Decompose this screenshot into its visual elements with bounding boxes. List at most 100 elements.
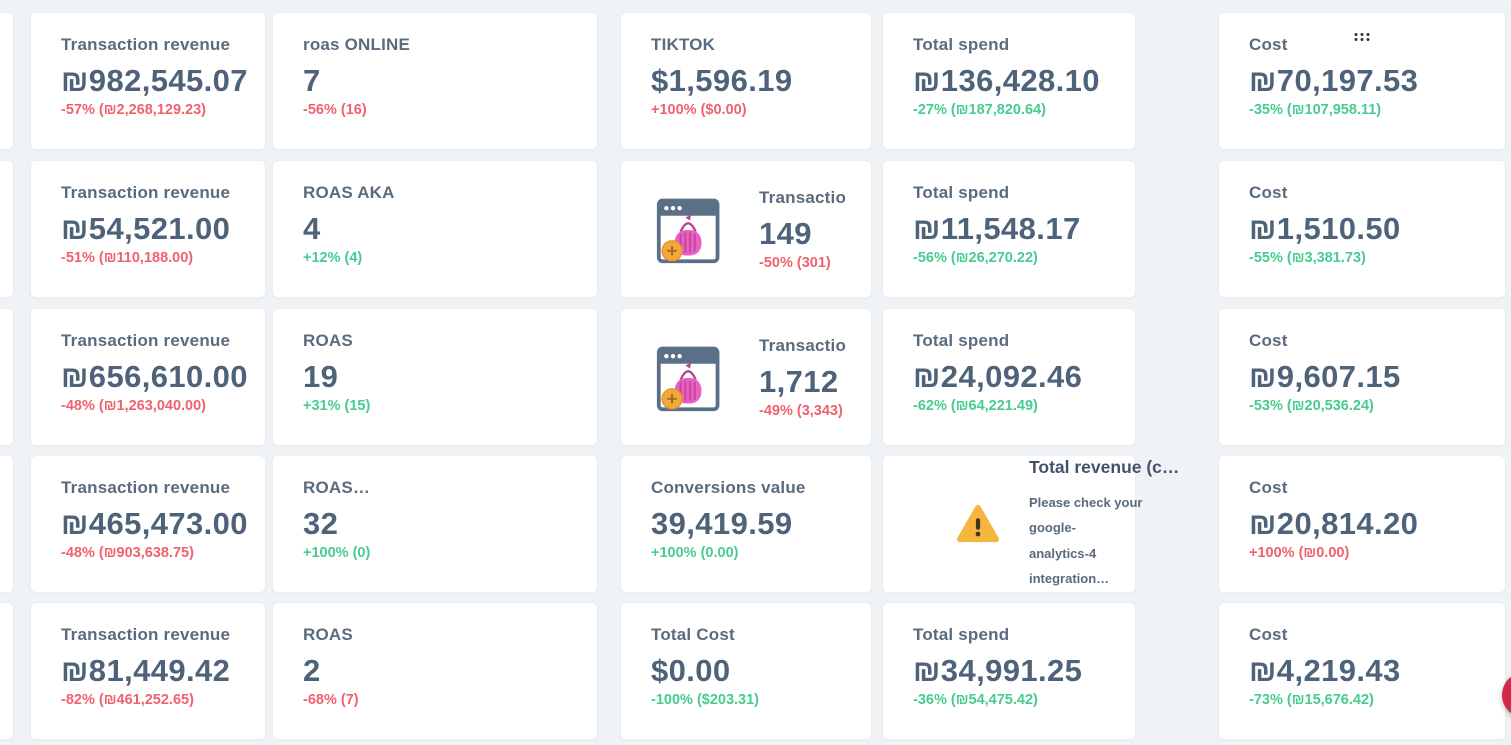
metric-card[interactable]: Transaction revenue ₪656,610.00 -48% (₪1… (30, 308, 266, 446)
card-change: -56% (₪26,270.22) (913, 250, 1038, 266)
metric-card[interactable]: Cost ₪20,814.20 +100% (₪0.00) (1218, 455, 1506, 593)
metric-card[interactable]: Cost ₪70,197.53 -35% (₪107,958.11) (1218, 12, 1506, 150)
metric-card[interactable]: Transaction revenue ₪465,473.00 -48% (₪9… (30, 455, 266, 593)
partial-card[interactable] (0, 12, 14, 150)
card-title: ROAS (303, 331, 353, 350)
card-value: ₪656,610.00 (61, 359, 248, 394)
warning-card[interactable]: Total revenue (c… Please check your goog… (882, 455, 1179, 593)
card-value: 4 (303, 211, 321, 246)
metric-card[interactable]: Cost ₪1,510.50 -55% (₪3,381.73) (1218, 160, 1506, 298)
metric-card[interactable]: Transaction revenue ₪54,521.00 -51% (₪11… (30, 160, 266, 298)
card-value: 19 (303, 359, 339, 394)
card-change: -50% (301) (759, 254, 831, 271)
card-change: -27% (₪187,820.64) (913, 102, 1046, 118)
cart-browser-icon (655, 340, 727, 414)
card-change: +100% (₪0.00) (1249, 545, 1350, 561)
card-change: -36% (₪54,475.42) (913, 692, 1038, 708)
card-change: -82% (₪461,252.65) (61, 692, 194, 708)
card-title: Transaction revenue (61, 625, 231, 644)
card-change: -62% (₪64,221.49) (913, 398, 1038, 414)
partial-card[interactable] (0, 602, 14, 740)
card-title: Total spend (913, 331, 1010, 350)
warning-triangle-icon (955, 503, 1001, 545)
card-value: ₪54,521.00 (61, 211, 231, 246)
metric-card[interactable]: Transactio… 149 -50% (301) (620, 160, 872, 298)
partial-card[interactable] (0, 308, 14, 446)
card-value: ₪9,607.15 (1249, 359, 1401, 394)
card-value: ₪70,197.53 (1249, 63, 1419, 98)
cart-browser-icon (655, 192, 727, 266)
card-title: Total spend (913, 35, 1010, 54)
card-title: Total spend (913, 625, 1010, 644)
card-title: Cost (1249, 478, 1288, 497)
metric-card[interactable]: Cost ₪4,219.43 -73% (₪15,676.42) (1218, 602, 1506, 740)
metric-card[interactable]: ROAS 19 +31% (15) (272, 308, 598, 446)
card-value: ₪136,428.10 (913, 63, 1100, 98)
card-value: ₪34,991.25 (913, 653, 1083, 688)
card-title: Transaction revenue (61, 478, 231, 497)
card-change: +31% (15) (303, 398, 371, 414)
card-title: Cost (1249, 183, 1288, 202)
card-title: TIKTOK (651, 35, 716, 54)
card-change: -48% (₪903,638.75) (61, 545, 194, 561)
card-value: ₪24,092.46 (913, 359, 1083, 394)
card-title: Total Cost (651, 625, 735, 644)
card-title: Transactio… (759, 187, 847, 207)
metric-card[interactable]: ROAS… 32 +100% (0) (272, 455, 598, 593)
card-change: -57% (₪2,268,129.23) (61, 102, 207, 118)
card-value: ₪20,814.20 (1249, 506, 1419, 541)
card-value: 149 (759, 215, 812, 251)
metric-card[interactable]: Transaction revenue ₪81,449.42 -82% (₪46… (30, 602, 266, 740)
metric-card[interactable]: Conversions value 39,419.59 +100% (0.00) (620, 455, 872, 593)
partial-card[interactable] (0, 455, 14, 593)
card-change: -56% (16) (303, 102, 367, 118)
card-value: ₪81,449.42 (61, 653, 231, 688)
metric-card[interactable]: TIKTOK $1,596.19 +100% ($0.00) (620, 12, 872, 150)
card-change: -55% (₪3,381.73) (1249, 250, 1366, 266)
card-change: -48% (₪1,263,040.00) (61, 398, 207, 414)
metric-card[interactable]: Cost ₪9,607.15 -53% (₪20,536.24) (1218, 308, 1506, 446)
warning-message-line2: analytics-4 integration… (1029, 545, 1110, 586)
card-change: -68% (7) (303, 692, 359, 708)
card-change: -53% (₪20,536.24) (1249, 398, 1374, 414)
card-change: -73% (₪15,676.42) (1249, 692, 1374, 708)
chat-launcher-button[interactable] (1502, 672, 1511, 718)
card-value: $0.00 (651, 653, 731, 688)
card-value: ₪4,219.43 (1249, 653, 1401, 688)
metric-card[interactable]: Total spend ₪24,092.46 -62% (₪64,221.49) (882, 308, 1136, 446)
drag-dots-icon[interactable] (1354, 33, 1370, 41)
metric-card[interactable]: Transactio… 1,712 -49% (3,343) (620, 308, 872, 446)
card-value: 7 (303, 63, 321, 98)
warning-message: Please check your google- analytics-4 in… (1029, 490, 1179, 591)
card-change: -51% (₪110,188.00) (61, 250, 194, 266)
card-change: +100% (0) (303, 545, 371, 561)
metric-card[interactable]: ROAS 2 -68% (7) (272, 602, 598, 740)
card-title: Total spend (913, 183, 1010, 202)
card-title: ROAS (303, 625, 353, 644)
metric-card[interactable]: roas ONLINE 7 -56% (16) (272, 12, 598, 150)
metric-card[interactable]: ROAS AKA 4 +12% (4) (272, 160, 598, 298)
metric-card[interactable]: Total spend ₪34,991.25 -36% (₪54,475.42) (882, 602, 1136, 740)
card-value: 2 (303, 653, 321, 688)
metric-card[interactable]: Total spend ₪136,428.10 -27% (₪187,820.6… (882, 12, 1136, 150)
card-value: ₪1,510.50 (1249, 211, 1401, 246)
card-title: Transaction revenue (61, 331, 231, 350)
card-title: ROAS AKA (303, 183, 395, 202)
card-change: -100% ($203.31) (651, 692, 760, 708)
metric-card[interactable]: Transaction revenue ₪982,545.07 -57% (₪2… (30, 12, 266, 150)
card-change: +12% (4) (303, 250, 363, 266)
card-value: 32 (303, 506, 339, 541)
card-value: 39,419.59 (651, 506, 793, 541)
card-title: Cost (1249, 331, 1288, 350)
card-title: Transaction revenue (61, 35, 231, 54)
card-title: Total revenue (c… (1029, 456, 1180, 477)
metric-card[interactable]: Total spend ₪11,548.17 -56% (₪26,270.22) (882, 160, 1136, 298)
metric-card[interactable]: Total Cost $0.00 -100% ($203.31) (620, 602, 872, 740)
partial-card[interactable] (0, 160, 14, 298)
card-change: +100% (0.00) (651, 545, 739, 561)
card-title: roas ONLINE (303, 35, 411, 54)
warning-message-line1: Please check your google- (1029, 494, 1143, 536)
card-value: ₪982,545.07 (61, 63, 248, 98)
card-change: -49% (3,343) (759, 402, 843, 419)
